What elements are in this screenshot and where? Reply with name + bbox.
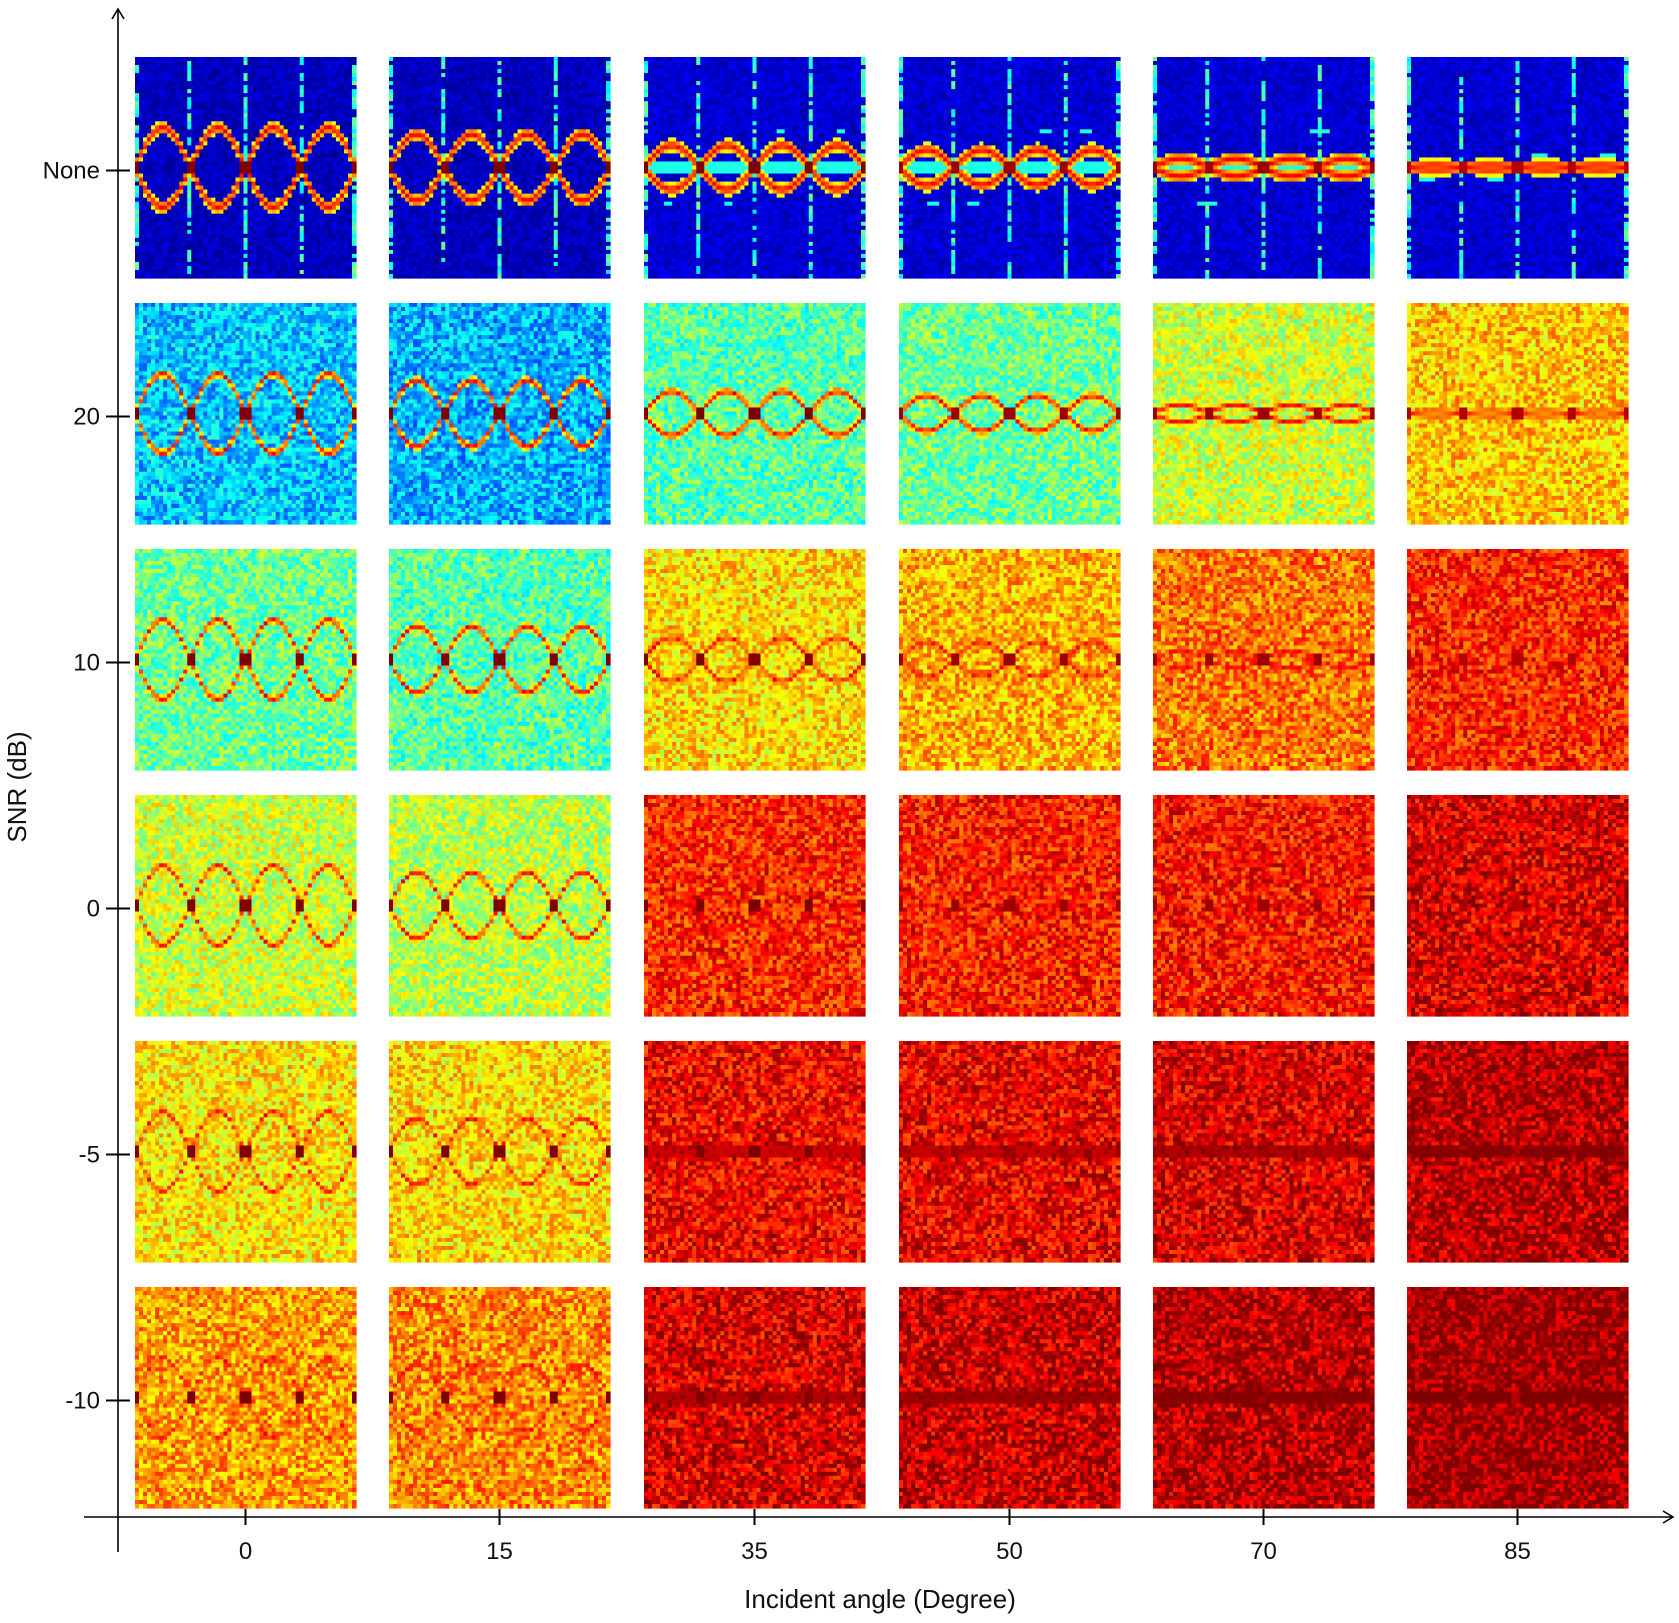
y-tick-label: -5 — [79, 1142, 100, 1169]
heatmap-panel — [644, 57, 866, 279]
y-tick-label: -10 — [65, 1388, 100, 1415]
y-tick-label: 20 — [73, 404, 100, 431]
heatmap-panel — [1153, 795, 1375, 1017]
x-tick-label: 50 — [996, 1538, 1023, 1565]
heatmap-panel — [644, 1041, 866, 1263]
heatmap-panel — [135, 549, 357, 771]
heatmap-panel — [389, 1287, 611, 1509]
heatmap-panel — [899, 1287, 1121, 1509]
heatmap-panel — [644, 303, 866, 525]
y-axis-label: SNR (dB) — [2, 731, 32, 842]
heatmap-panel — [899, 303, 1121, 525]
heatmap-panel — [389, 1041, 611, 1263]
heatmap-panel — [1407, 1287, 1629, 1509]
heatmap-panel — [1153, 57, 1375, 279]
heatmap-panel — [1153, 303, 1375, 525]
y-axis-ticks: None 20 10 0 -5 -10 — [43, 158, 130, 1415]
heatmap-panel — [135, 303, 357, 525]
heatmap-panel — [389, 57, 611, 279]
heatmap-panel — [1153, 1287, 1375, 1509]
heatmap-panel — [1153, 1041, 1375, 1263]
heatmap-panel — [389, 303, 611, 525]
heatmap-panel — [899, 549, 1121, 771]
heatmap-panel — [389, 795, 611, 1017]
heatmap-panel — [1407, 303, 1629, 525]
heatmap-panel — [389, 549, 611, 771]
heatmap-panel — [135, 1287, 357, 1509]
heatmap-grid — [135, 57, 1629, 1509]
heatmap-panel — [135, 57, 357, 279]
heatmap-panel — [135, 1041, 357, 1263]
x-axis-label: Incident angle (Degree) — [744, 1584, 1016, 1614]
heatmap-panel — [1407, 795, 1629, 1017]
heatmap-panel — [135, 795, 357, 1017]
heatmap-panel — [644, 549, 866, 771]
heatmap-panel — [899, 1041, 1121, 1263]
x-tick-label: 35 — [741, 1538, 768, 1565]
x-tick-label: 70 — [1250, 1538, 1277, 1565]
heatmap-panel — [899, 57, 1121, 279]
y-tick-label: 0 — [87, 896, 100, 923]
y-tick-label: 10 — [73, 650, 100, 677]
x-tick-label: 0 — [239, 1538, 252, 1565]
heatmap-panel — [644, 795, 866, 1017]
heatmap-panel — [1153, 549, 1375, 771]
y-tick-label: None — [43, 158, 100, 185]
heatmap-panel — [644, 1287, 866, 1509]
heatmap-panel — [899, 795, 1121, 1017]
heatmap-panel — [1407, 549, 1629, 771]
heatmap-panel — [1407, 1041, 1629, 1263]
x-tick-label: 15 — [486, 1538, 513, 1565]
chart-figure: 0 15 35 50 70 85 None 20 10 0 -5 -10 Incident angl… — [0, 0, 1679, 1623]
x-tick-label: 85 — [1504, 1538, 1531, 1565]
heatmap-panel — [1407, 57, 1629, 279]
